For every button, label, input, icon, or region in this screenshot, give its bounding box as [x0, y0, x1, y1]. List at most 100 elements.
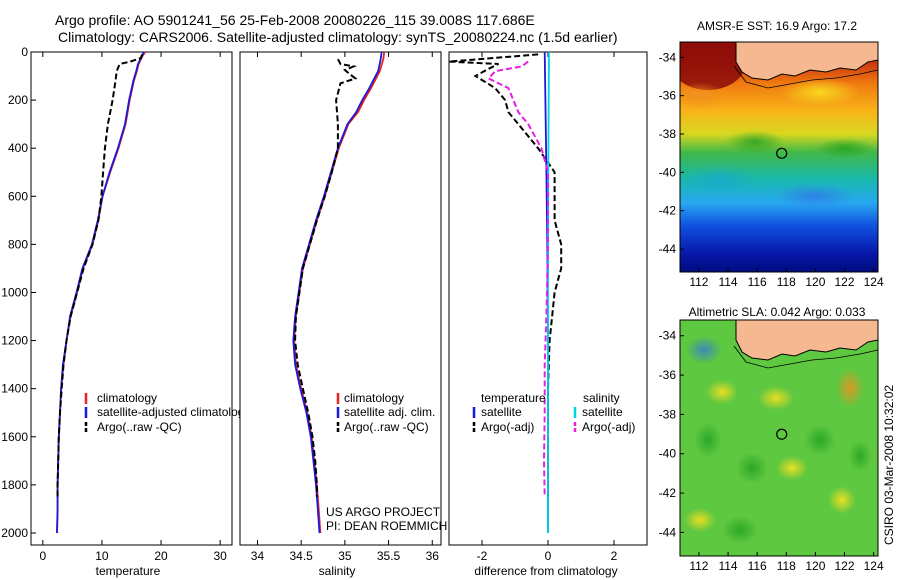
sst-longitude-axis: 112 114 116 118 120 122 124	[689, 268, 884, 289]
sst-warm-core	[680, 42, 746, 90]
legend-label-sal-argo: Argo(-adj)	[582, 420, 635, 434]
depth-axis: 0 200 400 600 800 1000 1200 1400 1600 1800 2000	[1, 45, 36, 540]
sst-latitude-axis: -34 -36 -38 -40 -42 -44	[659, 50, 684, 256]
sla-map-panel: Altimetric SLA: 0.042 Argo: 0.033 112 114…	[659, 305, 884, 573]
x-tick-label: 20	[154, 549, 168, 563]
australia-coast	[735, 320, 878, 361]
temperature-plot-frame	[30, 51, 233, 546]
y-tick-label: 1400	[1, 382, 28, 396]
sst-map-title: AMSR-E SST: 16.9 Argo: 17.2	[697, 19, 857, 33]
pi-label: PI: DEAN ROEMMICH	[326, 519, 447, 533]
sst-field	[680, 42, 878, 272]
x-tick-label: 35.5	[377, 549, 401, 563]
x-tick-label: 2	[611, 549, 618, 563]
x-tick-label: 0	[545, 549, 552, 563]
lat-tick-label: -40	[659, 165, 677, 179]
y-tick-label: 1200	[1, 334, 28, 348]
y-tick-label: 400	[8, 141, 28, 155]
sst-warm-eddy	[680, 82, 726, 110]
x-tick-label: 34	[251, 549, 265, 563]
series-line-argo-raw-qc	[294, 58, 358, 497]
legend-label-argo-raw: Argo(..raw -QC)	[97, 420, 182, 434]
sst-cool-eddy	[775, 184, 855, 208]
australia-coast	[735, 42, 878, 81]
sla-high-eddy	[684, 508, 716, 532]
series-line-argo-raw-qc	[56, 54, 144, 497]
x-tick-label: -2	[477, 549, 488, 563]
sla-low-eddy	[804, 424, 836, 456]
lon-tick-label: 118	[777, 559, 796, 573]
lon-tick-label: 118	[777, 275, 796, 289]
series-line-argo-adj	[486, 60, 549, 497]
temperature-panel: 0 200 400 600 800 1000 1200 1400 1600 1800 2000 0 1…	[1, 45, 244, 578]
sla-high-eddy	[828, 486, 856, 514]
difference-axis-label: difference from climatology	[474, 564, 617, 578]
sla-longitude-axis: 112 114 116 118 120 122 124	[689, 552, 884, 573]
legend-label-satellite-adj-clim: satellite adj. clim.	[344, 405, 435, 419]
legend-label-climatology: climatology	[97, 391, 157, 405]
sst-cool-eddy	[684, 166, 756, 194]
legend-label-climatology: climatology	[344, 391, 404, 405]
y-tick-label: 1600	[1, 430, 28, 444]
sst-map-frame	[679, 41, 879, 273]
y-tick-label: 0	[21, 45, 28, 59]
lat-tick-label: -44	[659, 242, 677, 256]
temperature-series	[56, 51, 146, 534]
lon-tick-label: 124	[864, 275, 884, 289]
difference-legend: temperature salinity satellite Argo(-adj…	[481, 391, 635, 434]
series-line-satellite	[547, 51, 550, 533]
temperature-axis-label: temperature	[96, 564, 161, 578]
lon-tick-label: 124	[864, 559, 884, 573]
y-tick-label: 600	[8, 189, 28, 203]
lon-tick-label: 114	[718, 275, 737, 289]
lon-tick-label: 116	[748, 275, 767, 289]
y-tick-label: 800	[8, 237, 28, 251]
salinity-legend: climatology satellite adj. clim. Argo(..…	[344, 391, 435, 434]
y-tick-label: 1000	[1, 285, 28, 299]
argo-float-marker	[776, 147, 788, 159]
difference-series	[448, 51, 563, 533]
sla-map-frame	[679, 319, 879, 557]
lon-tick-label: 122	[834, 559, 854, 573]
climatology-subtitle: Climatology: CARS2006. Satellite-adjuste…	[58, 29, 618, 45]
sla-high-eddy	[776, 456, 808, 480]
sst-front-eddy	[815, 138, 875, 158]
sla-low-eddy	[686, 336, 722, 364]
salinity-series	[292, 51, 386, 534]
y-tick-label: 200	[8, 93, 28, 107]
legend-label-sal-satellite: satellite	[582, 405, 623, 419]
legend-title-temperature: temperature	[481, 391, 546, 405]
salinity-plot-frame	[239, 51, 442, 546]
lon-tick-label: 122	[834, 275, 854, 289]
x-tick-label: 10	[95, 549, 109, 563]
x-tick-label: 34.5	[289, 549, 313, 563]
sla-low-eddy	[848, 440, 872, 472]
sst-front-eddy	[725, 130, 785, 154]
lat-tick-label: -38	[659, 127, 677, 141]
x-tick-label: 30	[213, 549, 227, 563]
temperature-legend: climatology satellite-adjusted climatolo…	[97, 391, 244, 434]
profile-title: Argo profile: AO 5901241_56 25-Feb-2008 …	[55, 12, 535, 28]
sla-low-eddy	[736, 452, 768, 484]
csiro-timestamp: CSIRO 03-Mar-2008 10:32:02	[882, 385, 896, 545]
lat-tick-label: -38	[659, 407, 677, 421]
sla-map-title: Altimetric SLA: 0.042 Argo: 0.033	[689, 305, 866, 319]
legend-label-temp-argo: Argo(-adj)	[481, 420, 534, 434]
legend-title-salinity: salinity	[583, 391, 620, 405]
x-tick-label: 0	[39, 549, 46, 563]
sla-high-eddy	[758, 386, 794, 410]
legend-label-argo-raw: Argo(..raw -QC)	[344, 420, 429, 434]
lat-tick-label: -42	[659, 486, 677, 500]
y-tick-label: 1800	[1, 478, 28, 492]
difference-panel: -2 0 2 temperature salinity satellite Argo…	[448, 51, 648, 578]
sla-latitude-axis: -34 -36 -38 -40 -42 -44	[659, 329, 684, 539]
lat-tick-label: -42	[659, 204, 677, 218]
lat-tick-label: -36	[659, 368, 677, 382]
salinity-x-axis: 34 34.5 35 35.5 36	[251, 52, 439, 563]
sla-high-eddy	[706, 380, 738, 404]
legend-label-temp-satellite: satellite	[481, 405, 522, 419]
shelf-contour	[733, 345, 878, 369]
shelf-contour	[733, 65, 878, 89]
series-line-argo-adj	[448, 53, 563, 497]
lat-tick-label: -36	[659, 89, 677, 103]
